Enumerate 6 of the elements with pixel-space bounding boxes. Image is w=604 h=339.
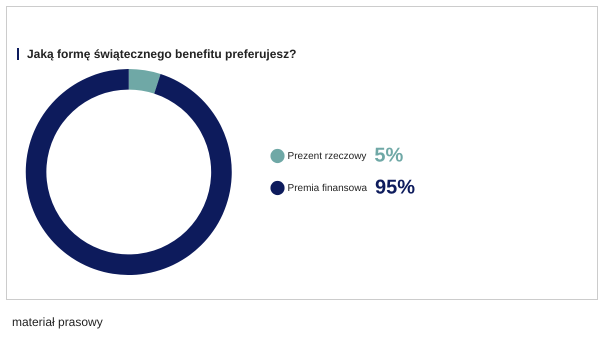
legend-label: Prezent rzeczowy bbox=[288, 150, 366, 162]
chart-title: Jaką formę świątecznego benefitu preferujesz? bbox=[27, 47, 296, 61]
legend-label: Premia finansowa bbox=[288, 182, 368, 194]
data-label: 5% bbox=[374, 144, 404, 167]
text: materiał prasowy bbox=[12, 315, 103, 329]
data-label: 95% bbox=[375, 176, 416, 199]
